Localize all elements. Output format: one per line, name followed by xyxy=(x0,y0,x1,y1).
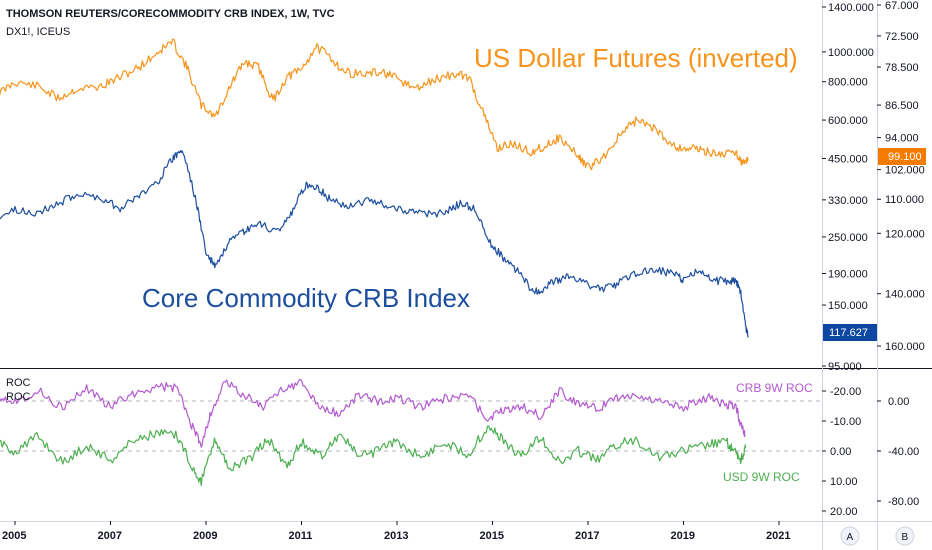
crb-last-value: 117.627 xyxy=(829,327,868,339)
axis-b-roc-tick-label: -40.00 xyxy=(888,446,919,458)
axis-b-tick-label: 72.500 xyxy=(885,31,919,43)
axis-b-tick-label: 67.000 xyxy=(885,0,919,12)
crb-roc-series xyxy=(0,378,746,448)
crb-series xyxy=(0,149,749,338)
axis-a-tick-label: 1400.000 xyxy=(828,2,874,14)
axis-b-tick-label: 160.000 xyxy=(885,341,925,353)
roc-pane[interactable] xyxy=(0,369,822,521)
axis-b-tick-label: 120.000 xyxy=(885,228,925,240)
time-axis-tick-label: 2013 xyxy=(384,530,408,542)
time-axis-tick-label: 2007 xyxy=(98,530,122,542)
price-axis-b[interactable]: 67.000 72.500 78.500 86.500 94.000 102.000 110… xyxy=(877,0,925,508)
axis-b-label: B xyxy=(902,532,909,543)
axis-a-tick-label: 330.000 xyxy=(828,195,868,207)
chart-subtitle: DX1!, ICEUS xyxy=(6,26,70,38)
axis-a-roc-tick-label: 10.00 xyxy=(830,476,858,488)
usd-roc-line xyxy=(0,425,747,486)
axis-b-tick-label: 140.000 xyxy=(885,289,925,301)
time-axis-tick-label: 2015 xyxy=(480,530,504,542)
axis-a-button[interactable] xyxy=(840,526,860,546)
axis-b-tick-label: 94.000 xyxy=(885,133,919,145)
axis-b-tick-label: 86.500 xyxy=(885,100,919,112)
crb-annotation: Core Commodity CRB Index xyxy=(142,283,470,313)
axis-a-tick-label: 450.000 xyxy=(828,153,868,165)
time-axis-tick-label: 2009 xyxy=(193,530,217,542)
usd-roc-legend: USD 9W ROC xyxy=(723,470,800,484)
price-pane[interactable] xyxy=(0,0,822,369)
axis-a-roc-tick-label: 0.00 xyxy=(830,446,851,458)
axis-b-tick-label: 102.000 xyxy=(885,165,925,177)
axis-b-tick-label: 110.000 xyxy=(885,194,924,206)
time-axis-tick-label: 2011 xyxy=(289,530,313,542)
chart-title: THOMSON REUTERS/CORECOMMODITY CRB INDEX,… xyxy=(6,8,335,20)
usd-last-badge xyxy=(878,148,926,165)
time-axis-tick-label: 2021 xyxy=(766,530,790,542)
axis-a-tick-label: 600.000 xyxy=(828,115,868,127)
axis-b-roc-tick-label: 0.00 xyxy=(888,396,909,408)
axis-b-button[interactable] xyxy=(895,526,915,546)
time-axis-tick-label: 2017 xyxy=(575,530,599,542)
roc-label-1: ROC xyxy=(6,377,31,389)
crb-last-badge xyxy=(823,324,877,341)
axis-a-tick-label: 150.000 xyxy=(828,300,868,312)
axis-b-tick-label: 78.500 xyxy=(885,62,919,74)
crb-roc-legend: CRB 9W ROC xyxy=(736,381,813,395)
roc-label-2: ROC xyxy=(6,391,31,403)
usd-roc-series xyxy=(0,425,747,486)
axis-a-tick-label: 95.000 xyxy=(828,361,862,373)
axis-a-tick-label: 250.000 xyxy=(828,232,868,244)
usd-annotation: US Dollar Futures (inverted) xyxy=(474,43,798,73)
usd-last-value: 99.100 xyxy=(888,151,922,163)
axis-a-label: A xyxy=(847,532,854,543)
time-axis-tick-label: 2019 xyxy=(671,530,695,542)
axis-a-tick-label: 1000.000 xyxy=(828,47,874,59)
crb-roc-line xyxy=(0,378,746,448)
price-axis-a[interactable]: 1400.000 1000.000 800.000 600.000 450.000 330… xyxy=(822,2,874,518)
axis-b-roc-tick-label: -80.00 xyxy=(888,496,919,508)
axis-a-tick-label: 190.000 xyxy=(828,269,868,281)
axis-a-tick-label: 800.000 xyxy=(828,77,868,89)
axis-a-roc-tick-label: -20.00 xyxy=(830,386,861,398)
axis-a-roc-tick-label: 20.00 xyxy=(830,506,858,518)
usd-series xyxy=(0,38,749,171)
time-axis[interactable]: 2005 2007 2009 2011 2013 2015 2017 2019 2021 xyxy=(2,521,790,542)
time-axis-tick-label: 2005 xyxy=(2,530,26,542)
axis-a-roc-tick-label: -10.00 xyxy=(830,416,861,428)
crb-line xyxy=(0,150,749,338)
